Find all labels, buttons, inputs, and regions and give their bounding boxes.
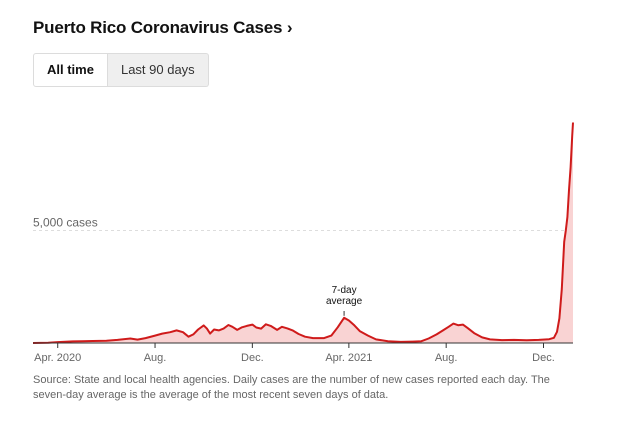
tab-all-time[interactable]: All time [33,53,108,87]
time-range-toggle: All time Last 90 days [33,53,209,87]
x-tick-label-2: Dec. [241,352,264,364]
chart-title-link[interactable]: Puerto Rico Coronavirus Cases › [33,18,293,38]
x-tick-label-0: Apr. 2020 [34,352,81,364]
series-line [32,122,574,344]
x-tick-label-5: Dec. [532,352,555,364]
gridline-label-5000: 5,000 cases [33,216,98,230]
chart-title: Puerto Rico Coronavirus Cases [33,18,283,37]
annotation-label-line-1: average [326,296,363,307]
source-note: Source: State and local health agencies.… [33,374,550,401]
x-tick-label-1: Aug. [144,352,167,364]
tab-last-90-days[interactable]: Last 90 days [107,53,209,87]
x-tick-label-4: Aug. [435,352,458,364]
series-area [33,122,573,343]
cases-chart: 5,000 cases Apr. 2020 Aug. Dec. Apr. 2021 Aug… [32,122,574,364]
x-tick-label-3: Apr. 2021 [325,352,372,364]
annotation-label-line-0: 7-day [332,285,357,296]
chevron-right-icon: › [286,18,293,37]
